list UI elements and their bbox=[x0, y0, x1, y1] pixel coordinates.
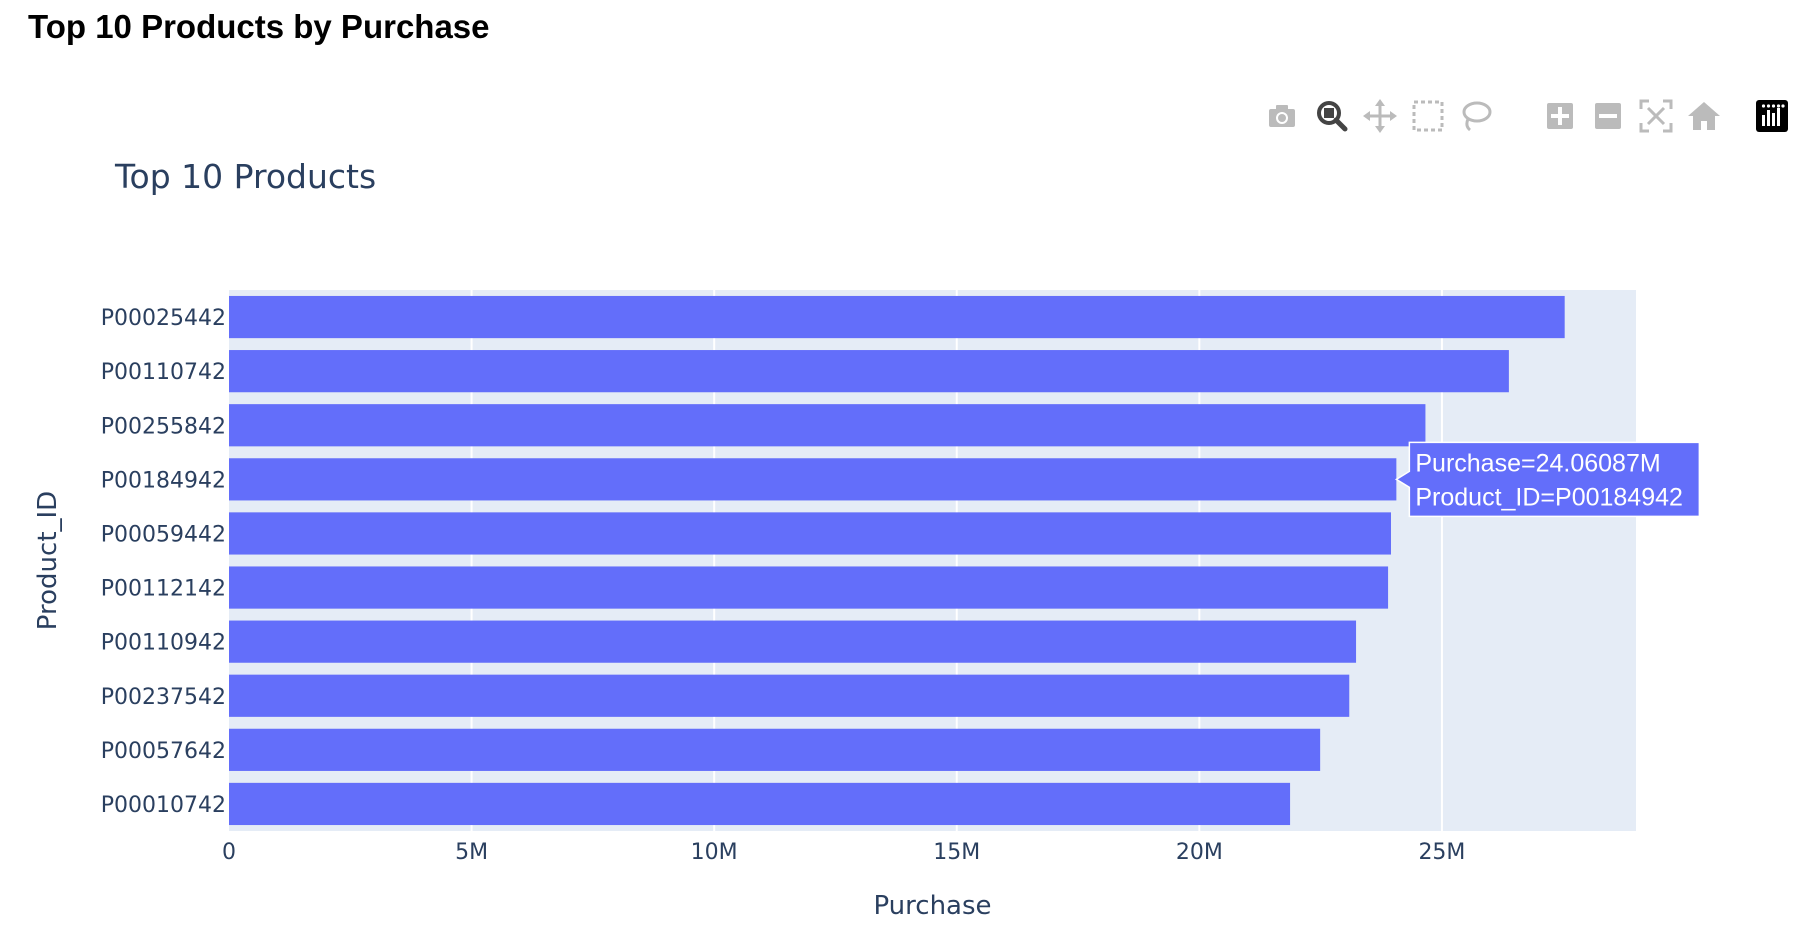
hover-line-product: Product_ID=P00184942 bbox=[1415, 483, 1683, 511]
page-header: Top 10 Products by Purchase bbox=[28, 8, 490, 45]
hover-line-purchase: Purchase=24.06087M bbox=[1415, 449, 1660, 477]
zoom-icon bbox=[1317, 101, 1348, 132]
box-select-icon bbox=[1412, 100, 1444, 132]
bar[interactable] bbox=[229, 566, 1389, 609]
box-select-button[interactable] bbox=[1408, 96, 1448, 136]
lasso-select-icon bbox=[1462, 101, 1492, 132]
pan-button[interactable] bbox=[1360, 96, 1400, 136]
y-axis-title: Product_ID bbox=[33, 491, 63, 630]
modebar bbox=[1262, 96, 1792, 136]
x-axis-title: Purchase bbox=[873, 891, 991, 921]
x-tick-label: 0 bbox=[222, 840, 236, 865]
y-tick-label: P00010742 bbox=[101, 793, 226, 818]
x-tick-label: 10M bbox=[691, 840, 738, 865]
zoom-button[interactable] bbox=[1312, 96, 1352, 136]
zoom-out-icon bbox=[1595, 103, 1621, 129]
y-tick-label: P00025442 bbox=[101, 306, 226, 331]
reset-axes-icon bbox=[1688, 102, 1720, 130]
zoom-in-icon bbox=[1547, 103, 1573, 129]
hover-tooltip bbox=[1394, 441, 1701, 518]
pan-icon bbox=[1363, 99, 1397, 133]
bar[interactable] bbox=[229, 350, 1509, 393]
y-tick-label: P00110942 bbox=[101, 631, 226, 656]
zoom-out-button[interactable] bbox=[1588, 96, 1628, 136]
y-tick-label: P00184942 bbox=[101, 468, 226, 493]
bar[interactable] bbox=[229, 458, 1397, 501]
bar[interactable] bbox=[229, 512, 1391, 555]
bar[interactable] bbox=[229, 620, 1357, 663]
x-tick-label: 15M bbox=[933, 840, 980, 865]
autoscale-button[interactable] bbox=[1636, 96, 1676, 136]
x-tick-label: 5M bbox=[455, 840, 488, 865]
bar[interactable] bbox=[229, 728, 1321, 771]
y-tick-label: P00110742 bbox=[101, 360, 226, 385]
x-tick-label: 25M bbox=[1418, 840, 1465, 865]
camera-button[interactable] bbox=[1262, 96, 1302, 136]
bar[interactable] bbox=[229, 404, 1426, 447]
reset-axes-button[interactable] bbox=[1684, 96, 1724, 136]
y-tick-label: P00237542 bbox=[101, 685, 226, 710]
y-tick-label: P00057642 bbox=[101, 739, 226, 764]
camera-icon bbox=[1269, 105, 1295, 127]
plotly-logo-icon bbox=[1756, 100, 1788, 132]
x-tick-label: 20M bbox=[1176, 840, 1223, 865]
y-tick-label: P00059442 bbox=[101, 522, 226, 547]
y-tick-label: P00255842 bbox=[101, 414, 226, 439]
bar[interactable] bbox=[229, 295, 1565, 339]
bar[interactable] bbox=[229, 674, 1350, 717]
bar[interactable] bbox=[229, 782, 1291, 826]
lasso-select-button[interactable] bbox=[1456, 96, 1496, 136]
plotly-logo-button[interactable] bbox=[1752, 96, 1792, 136]
y-tick-label: P00112142 bbox=[101, 577, 226, 602]
autoscale-icon bbox=[1639, 99, 1673, 133]
zoom-in-button[interactable] bbox=[1540, 96, 1580, 136]
chart-title: Top 10 Products bbox=[114, 157, 376, 196]
